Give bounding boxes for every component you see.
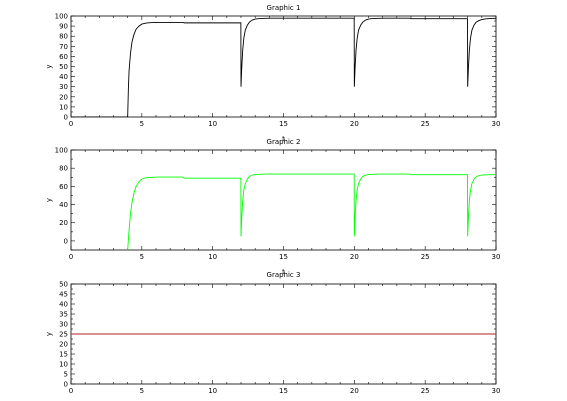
- y-axis-label: y: [45, 198, 53, 202]
- x-axis-label: t: [282, 268, 285, 276]
- x-tick-label: 5: [140, 253, 144, 261]
- x-tick-label: 30: [492, 120, 501, 128]
- y-tick-label: 100: [55, 13, 68, 21]
- chart-title: Graphic 3: [267, 271, 301, 279]
- x-tick-label: 0: [69, 387, 73, 395]
- x-tick-label: 20: [350, 387, 359, 395]
- y-tick-label: 20: [59, 341, 68, 349]
- y-tick-label: 10: [59, 103, 68, 111]
- y-tick-label: 10: [59, 361, 68, 369]
- y-tick-label: 35: [59, 311, 68, 319]
- y-tick-label: 40: [59, 201, 68, 209]
- y-tick-label: 70: [59, 43, 68, 51]
- plot-area: [70, 149, 497, 251]
- x-tick-label: 15: [279, 120, 288, 128]
- x-tick-label: 20: [350, 120, 359, 128]
- x-tick-label: 0: [69, 120, 73, 128]
- x-tick-label: 10: [208, 387, 217, 395]
- x-axis-label: t: [282, 135, 285, 143]
- x-tick-label: 10: [208, 253, 217, 261]
- chart-title: Graphic 2: [267, 138, 301, 146]
- y-tick-label: 40: [59, 73, 68, 81]
- chart-title: Graphic 1: [267, 4, 301, 12]
- x-tick-label: 25: [421, 253, 430, 261]
- y-tick-label: 5: [64, 371, 68, 379]
- y-tick-label: 30: [59, 83, 68, 91]
- x-tick-label: 5: [140, 120, 144, 128]
- x-tick-label: 30: [492, 387, 501, 395]
- y-tick-label: 40: [59, 301, 68, 309]
- y-tick-label: 0: [64, 237, 68, 245]
- y-tick-label: 15: [59, 351, 68, 359]
- y-tick-label: 60: [59, 183, 68, 191]
- y-axis-label: y: [45, 332, 53, 336]
- x-tick-label: 5: [140, 387, 144, 395]
- y-tick-label: 20: [59, 219, 68, 227]
- y-tick-label: 45: [59, 291, 68, 299]
- y-tick-label: 0: [64, 114, 68, 122]
- y-tick-label: 80: [59, 33, 68, 41]
- x-tick-label: 0: [69, 253, 73, 261]
- y-axis-label: y: [45, 64, 53, 68]
- x-tick-label: 25: [421, 387, 430, 395]
- x-tick-label: 10: [208, 120, 217, 128]
- x-tick-label: 20: [350, 253, 359, 261]
- y-tick-label: 80: [59, 165, 68, 173]
- series-line-1: [127, 173, 496, 250]
- chart-panel-1: Graphic 1 y t 0 5 10 15 20 25 30 0 10 20 30 40 50 60 70 80…: [45, 4, 500, 143]
- y-tick-label: 20: [59, 93, 68, 101]
- x-tick-label: 25: [421, 120, 430, 128]
- y-tick-label: 100: [55, 147, 68, 155]
- x-tick-label: 15: [279, 253, 288, 261]
- y-tick-label: 0: [64, 381, 68, 389]
- x-tick-label: 15: [279, 387, 288, 395]
- plot-area: [70, 15, 497, 118]
- y-tick-label: 30: [59, 321, 68, 329]
- series-line-1: [71, 17, 496, 117]
- y-tick-label: 50: [59, 63, 68, 71]
- y-tick-label: 60: [59, 53, 68, 61]
- chart-panel-2: Graphic 2 y 0 5 10 15 20 25 30 0 20 40 60 80 100: [45, 138, 500, 261]
- x-tick-label: 30: [492, 253, 501, 261]
- y-tick-label: 25: [59, 331, 68, 339]
- y-tick-label: 50: [59, 281, 68, 289]
- y-tick-label: 90: [59, 23, 68, 31]
